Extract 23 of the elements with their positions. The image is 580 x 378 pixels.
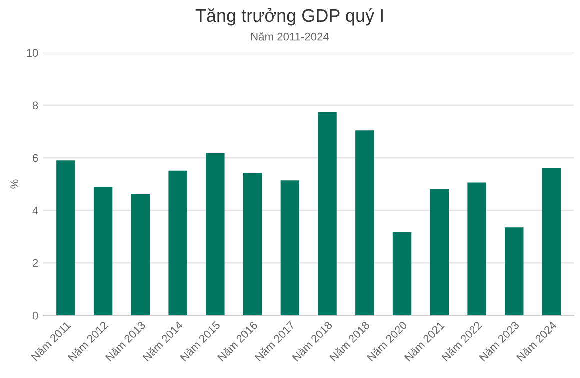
bar: [542, 168, 562, 316]
bar: [56, 160, 76, 316]
bar: [430, 189, 449, 316]
y-tick-label: 2: [33, 259, 38, 268]
y-tick-label: 4: [32, 206, 38, 215]
bar: [318, 112, 337, 316]
bar: [94, 187, 113, 316]
chart-title: Tăng trưởng GDP quý I: [196, 8, 383, 26]
bar: [392, 232, 412, 316]
bar: [168, 170, 188, 316]
y-tick-label: 0: [32, 312, 38, 320]
y-tick-label: 10: [27, 49, 38, 58]
bar: [280, 180, 300, 316]
bar: [468, 182, 486, 316]
bar: [131, 194, 150, 316]
bar: [206, 153, 225, 316]
y-tick-label: 6: [33, 154, 38, 162]
bar: [505, 228, 524, 316]
y-tick-label: 8: [32, 102, 38, 110]
bar: [243, 172, 262, 316]
chart-subtitle: Năm 2011-2024: [251, 32, 330, 41]
bar: [356, 130, 374, 316]
y-axis-title: %: [10, 180, 18, 189]
